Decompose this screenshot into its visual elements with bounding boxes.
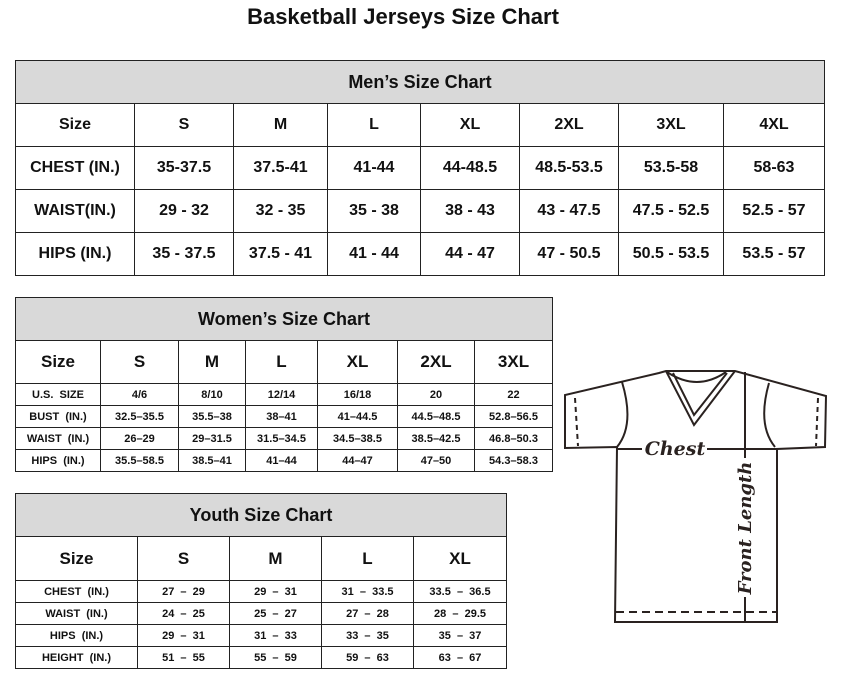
table-cell: 44.5–48.5 xyxy=(397,405,475,428)
table-cell: 51 – 55 xyxy=(137,646,230,669)
row-label: HIPS (IN.) xyxy=(15,624,138,647)
table-cell: 35-37.5 xyxy=(134,146,234,190)
jersey-outline xyxy=(564,370,828,623)
table-row: U.S. SIZE 4/6 8/10 12/14 16/18 20 22 xyxy=(15,383,554,406)
size-column-header: XL xyxy=(317,340,398,384)
size-column-header: M xyxy=(233,103,328,147)
size-column-header: S xyxy=(137,536,230,581)
table-cell: 31.5–34.5 xyxy=(245,427,318,450)
size-column-header: XL xyxy=(420,103,520,147)
size-column-header: S xyxy=(100,340,179,384)
row-label: WAIST (IN.) xyxy=(15,602,138,625)
right-armhole xyxy=(763,382,776,448)
table-cell: 53.5 - 57 xyxy=(723,232,825,276)
table-row: HIPS (IN.) 35.5–58.5 38.5–41 41–44 44–47 47–5… xyxy=(15,449,554,472)
table-cell: 25 – 27 xyxy=(229,602,322,625)
row-label: CHEST (IN.) xyxy=(15,146,135,190)
men-table-heading: Men’s Size Chart xyxy=(15,60,825,104)
row-label: HEIGHT (IN.) xyxy=(15,646,138,669)
row-label: WAIST (IN.) xyxy=(15,427,101,450)
mens-size-table: Men’s Size Chart Size S M L XL 2XL 3XL 4XL CHEST … xyxy=(15,60,825,276)
table-cell: 41-44 xyxy=(327,146,421,190)
page-title: Basketball Jerseys Size Chart xyxy=(247,4,559,29)
youth-size-table: Youth Size Chart Size S M L XL CHEST (IN.) 27 –… xyxy=(14,493,508,669)
table-cell: 8/10 xyxy=(178,383,246,406)
womens-size-table: Women’s Size Chart Size S M L XL 2XL 3XL U.S. SI… xyxy=(14,297,554,472)
size-column-header: 2XL xyxy=(519,103,619,147)
table-cell: 46.8–50.3 xyxy=(473,427,554,450)
table-cell: 50.5 - 53.5 xyxy=(618,232,724,276)
table-cell: 44 - 47 xyxy=(420,232,520,276)
chest-label: Chest xyxy=(645,438,706,460)
table-cell: 63 – 67 xyxy=(412,646,508,669)
table-cell: 43 - 47.5 xyxy=(519,189,619,233)
size-column-header: S xyxy=(134,103,234,147)
left-armhole xyxy=(616,381,629,448)
table-cell: 37.5-41 xyxy=(233,146,328,190)
table-cell: 33 – 35 xyxy=(321,624,414,647)
table-cell: 53.5-58 xyxy=(618,146,724,190)
table-cell: 41–44.5 xyxy=(317,405,398,428)
table-cell: 4/6 xyxy=(100,383,179,406)
size-column-header: 3XL xyxy=(473,340,554,384)
size-column-header: L xyxy=(245,340,318,384)
table-cell: 47 - 50.5 xyxy=(519,232,619,276)
table-cell: 34.5–38.5 xyxy=(317,427,398,450)
table-cell: 47.5 - 52.5 xyxy=(618,189,724,233)
table-row: CHEST (IN.) 35-37.5 37.5-41 41-44 44-48.5 48.… xyxy=(15,146,825,190)
row-label: Size xyxy=(15,536,138,581)
collar-back xyxy=(666,371,727,383)
table-cell: 48.5-53.5 xyxy=(519,146,619,190)
youth-table-heading: Youth Size Chart xyxy=(14,493,508,537)
size-column-header: 3XL xyxy=(618,103,724,147)
table-cell: 38.5–41 xyxy=(178,449,246,472)
table-cell: 47–50 xyxy=(397,449,475,472)
right-sleeve-hem xyxy=(815,397,819,447)
table-cell: 52.5 - 57 xyxy=(723,189,825,233)
table-row: HEIGHT (IN.) 51 – 55 55 – 59 59 – 63 63 – 67 xyxy=(15,646,508,669)
table-cell: 38.5–42.5 xyxy=(397,427,475,450)
table-cell: 29 – 31 xyxy=(229,580,322,603)
women-table-heading: Women’s Size Chart xyxy=(14,297,554,341)
table-row: HIPS (IN.) 35 - 37.5 37.5 - 41 41 - 44 44 - … xyxy=(15,232,825,276)
table-row: HIPS (IN.) 29 – 31 31 – 33 33 – 35 35 – 37 xyxy=(15,624,508,647)
row-label: HIPS (IN.) xyxy=(15,232,135,276)
table-cell: 58-63 xyxy=(723,146,825,190)
size-column-header: L xyxy=(327,103,421,147)
table-cell: 37.5 - 41 xyxy=(233,232,328,276)
table-row: WAIST (IN.) 24 – 25 25 – 27 27 – 28 28 – 29.… xyxy=(15,602,508,625)
collar-outer xyxy=(665,370,736,427)
table-cell: 35 - 38 xyxy=(327,189,421,233)
table-cell: 54.3–58.3 xyxy=(473,449,554,472)
table-cell: 27 – 28 xyxy=(321,602,414,625)
row-label: WAIST(IN.) xyxy=(15,189,135,233)
size-header-row: Size S M L XL 2XL 3XL 4XL xyxy=(15,103,825,147)
table-cell: 35 - 37.5 xyxy=(134,232,234,276)
table-cell: 41 - 44 xyxy=(327,232,421,276)
size-column-header: XL xyxy=(412,536,508,581)
left-sleeve-hem xyxy=(574,397,579,447)
size-header-row: Size S M L XL xyxy=(15,536,508,581)
collar-inner xyxy=(672,372,728,417)
table-cell: 16/18 xyxy=(317,383,398,406)
table-cell: 41–44 xyxy=(245,449,318,472)
table-cell: 32 - 35 xyxy=(233,189,328,233)
front-length-label: Front Length xyxy=(735,462,756,596)
row-label: HIPS (IN.) xyxy=(15,449,101,472)
table-row: CHEST (IN.) 27 – 29 29 – 31 31 – 33.5 33.5 –… xyxy=(15,580,508,603)
table-row: WAIST (IN.) 26–29 29–31.5 31.5–34.5 34.5–38.… xyxy=(15,427,554,450)
table-cell: 29 - 32 xyxy=(134,189,234,233)
